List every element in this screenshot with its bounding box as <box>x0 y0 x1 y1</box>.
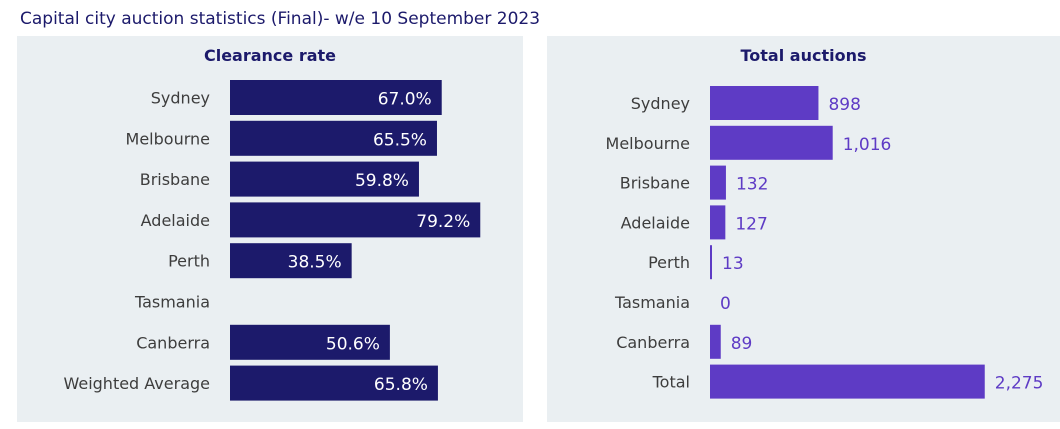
category-label-sydney: Sydney <box>151 89 210 108</box>
category-label-canberra: Canberra <box>136 333 210 352</box>
category-label-canberra: Canberra <box>616 333 690 352</box>
bar-adelaide <box>230 202 481 238</box>
category-label-perth: Perth <box>648 253 690 272</box>
category-label-weighted-average: Weighted Average <box>63 374 210 393</box>
value-label-brisbane: 132 <box>736 175 768 195</box>
total-auctions-chart: Sydney 898 Melbourne 1,016 Brisbane 132 Adelai… <box>606 86 1044 399</box>
value-label-total: 2,275 <box>995 374 1044 394</box>
bar-total <box>710 364 985 399</box>
value-label-canberra: 89 <box>731 334 753 354</box>
category-label-perth: Perth <box>168 252 210 271</box>
bar-perth <box>710 245 712 280</box>
total-auctions-panel: Total auctions Sydney 898 Melbourne 1,016 Br… <box>547 36 1060 422</box>
value-label-adelaide: 127 <box>735 214 767 234</box>
value-label-canberra: 50.6% <box>326 334 380 354</box>
category-label-sydney: Sydney <box>631 94 690 113</box>
bar-sydney <box>710 86 819 120</box>
bar-adelaide <box>710 205 726 240</box>
category-label-brisbane: Brisbane <box>620 174 690 193</box>
bar-melbourne <box>230 120 437 156</box>
bar-brisbane <box>230 161 419 197</box>
bar-perth <box>230 243 352 279</box>
page-title: Capital city auction statistics (Final)-… <box>20 9 541 29</box>
value-label-sydney: 67.0% <box>378 90 432 110</box>
category-label-adelaide: Adelaide <box>621 213 690 232</box>
value-label-sydney: 898 <box>828 95 860 115</box>
bar-weighted-average <box>230 365 438 401</box>
bar-canberra <box>710 324 721 359</box>
value-label-perth: 38.5% <box>288 253 342 273</box>
value-label-melbourne: 1,016 <box>843 135 892 155</box>
category-label-tasmania: Tasmania <box>134 293 210 312</box>
value-label-adelaide: 79.2% <box>416 212 470 232</box>
value-label-perth: 13 <box>722 254 744 274</box>
bar-brisbane <box>710 165 726 200</box>
clearance-rate-chart: Sydney 67.0% Melbourne 65.5% Brisbane 59.8% Ad… <box>63 80 481 401</box>
category-label-brisbane: Brisbane <box>140 170 210 189</box>
clearance-rate-title: Clearance rate <box>203 46 337 65</box>
clearance-rate-panel: Clearance rate Sydney 67.0% Melbourne 65.5%… <box>17 36 523 422</box>
value-label-melbourne: 65.5% <box>373 130 427 150</box>
category-label-tasmania: Tasmania <box>614 293 690 312</box>
category-label-melbourne: Melbourne <box>126 129 210 148</box>
value-label-tasmania: 0 <box>720 294 731 314</box>
category-label-adelaide: Adelaide <box>141 211 210 230</box>
value-label-weighted-average: 65.8% <box>374 375 428 395</box>
category-label-total: Total <box>652 373 690 392</box>
total-auctions-title: Total auctions <box>740 46 867 65</box>
category-label-melbourne: Melbourne <box>606 134 690 153</box>
bar-sydney <box>230 80 442 115</box>
bar-canberra <box>230 324 390 360</box>
value-label-brisbane: 59.8% <box>355 171 409 191</box>
bar-melbourne <box>710 125 833 160</box>
